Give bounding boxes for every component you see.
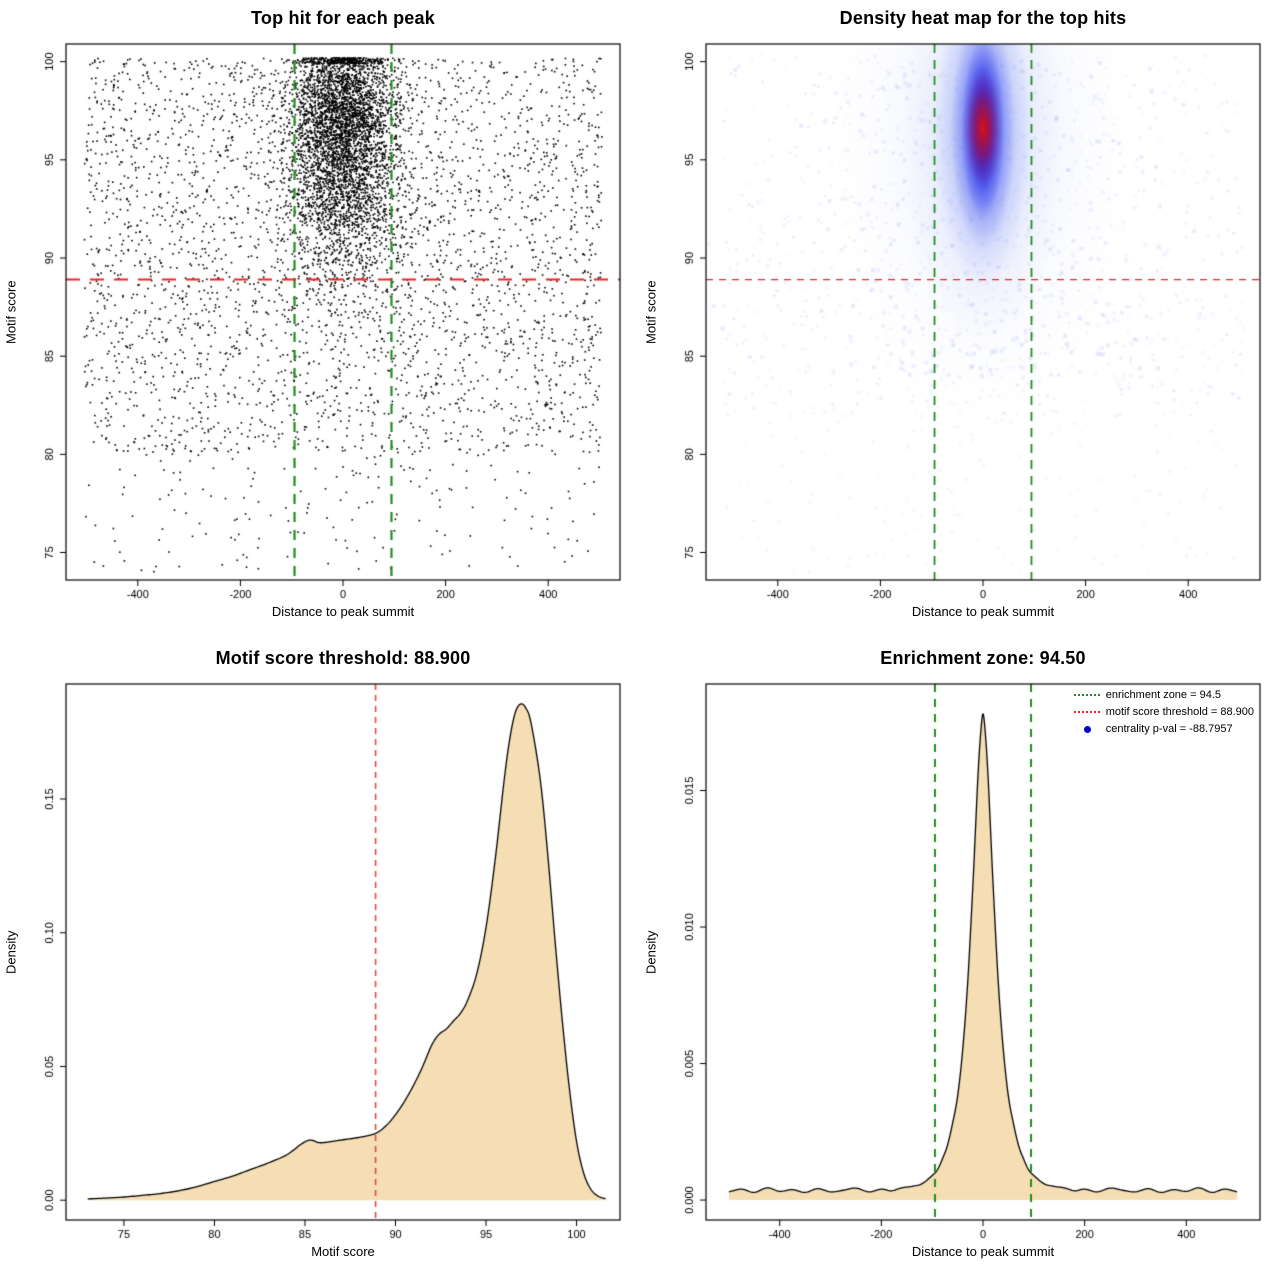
legend-item-centrality-pval: centrality p-val = -88.7957 bbox=[1074, 722, 1233, 736]
legend-label-enrichment-zone: enrichment zone = 94.5 bbox=[1105, 689, 1221, 701]
density-heatmap-ylabel: Motif score bbox=[643, 280, 659, 344]
distance-density-xlabel: Distance to peak summit bbox=[911, 1244, 1055, 1259]
motif-score-density-ylabel: Density bbox=[3, 930, 19, 974]
density-heatmap-canvas bbox=[640, 0, 1280, 640]
top-hit-scatter-title: Top hit for each peak bbox=[251, 8, 435, 28]
panel-top-hit-scatter: Top hit for each peak Distance to peak s… bbox=[0, 0, 640, 640]
top-hit-scatter-ylabel: Motif score bbox=[3, 280, 19, 344]
top-hit-scatter-canvas bbox=[0, 0, 640, 640]
top-hit-scatter-xlabel: Distance to peak summit bbox=[271, 604, 415, 619]
legend-label-centrality-pval: centrality p-val = -88.7957 bbox=[1105, 723, 1233, 735]
distance-density-ylabel: Density bbox=[643, 930, 659, 974]
legend-item-enrichment-zone: enrichment zone = 94.5 bbox=[1073, 688, 1221, 702]
plot-legend: enrichment zone = 94.5 motif score thres… bbox=[1073, 688, 1254, 736]
motif-score-density-xlabel: Motif score bbox=[311, 1244, 375, 1259]
distance-density-canvas bbox=[640, 640, 1280, 1280]
density-heatmap-title: Density heat map for the top hits bbox=[839, 8, 1127, 28]
panel-density-heatmap: Density heat map for the top hits Distan… bbox=[640, 0, 1280, 640]
panel-motif-score-density: Motif score threshold: 88.900 Motif scor… bbox=[0, 640, 640, 1280]
motif-score-density-title: Motif score threshold: 88.900 bbox=[215, 648, 471, 668]
distance-density-title: Enrichment zone: 94.50 bbox=[880, 648, 1086, 668]
blue-dot-icon bbox=[1083, 725, 1091, 733]
panel-distance-density: Enrichment zone: 94.50 Distance to peak … bbox=[640, 640, 1280, 1280]
density-heatmap-xlabel: Distance to peak summit bbox=[911, 604, 1055, 619]
green-dotted-line-icon bbox=[1073, 694, 1100, 696]
motif-score-density-canvas bbox=[0, 640, 640, 1280]
legend-item-motif-threshold: motif score threshold = 88.900 bbox=[1073, 705, 1254, 719]
red-dotted-line-icon bbox=[1073, 711, 1100, 713]
legend-label-motif-threshold: motif score threshold = 88.900 bbox=[1105, 706, 1254, 718]
